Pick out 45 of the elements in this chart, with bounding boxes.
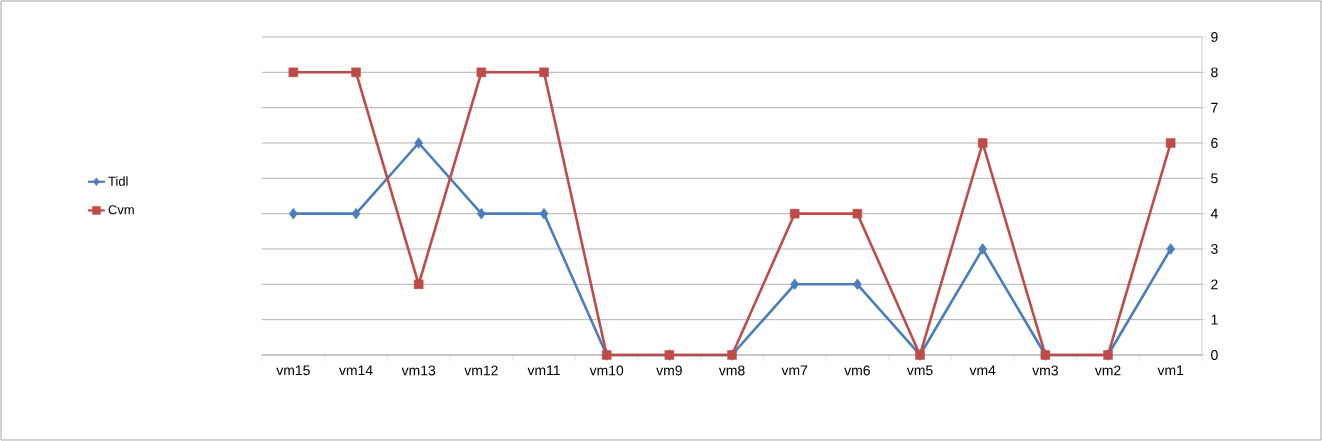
point — [1165, 138, 1176, 148]
y-tick-label: 2 — [1211, 279, 1218, 290]
y-tick-label: 9 — [1211, 32, 1218, 42]
x-tick-label: vm12 — [464, 365, 498, 376]
y-tick-label: 6 — [1211, 138, 1218, 148]
x-tick-label: vm1 — [1157, 365, 1184, 376]
point — [789, 208, 800, 219]
x-tick-label: vm14 — [339, 365, 373, 376]
y-tick-label: 8 — [1211, 67, 1218, 78]
x-tick-label: vm11 — [527, 365, 560, 376]
point — [852, 208, 863, 219]
x-tick-label: vm10 — [589, 365, 624, 376]
x-tick-label: vm13 — [401, 365, 436, 376]
point — [288, 207, 298, 220]
point — [539, 207, 549, 220]
point — [476, 67, 487, 78]
point — [476, 207, 486, 220]
point — [790, 278, 800, 291]
x-tick-label: vm6 — [844, 365, 870, 376]
y-tick-label: 1 — [1211, 314, 1218, 325]
y-tick-label: 4 — [1210, 208, 1218, 219]
y-tick-label: 3 — [1211, 244, 1218, 254]
y-tick-label: 7 — [1211, 102, 1218, 113]
point — [351, 67, 361, 78]
x-tick-label: vm4 — [969, 365, 996, 376]
y-tick-label: 0 — [1211, 350, 1218, 360]
point — [977, 138, 988, 148]
y-tick-label: 5 — [1211, 173, 1218, 184]
x-tick-label: vm8 — [718, 365, 745, 376]
x-tick-label: vm5 — [906, 365, 933, 376]
point — [288, 67, 299, 78]
point — [1166, 243, 1176, 255]
point — [413, 279, 424, 290]
x-tick-label: vm9 — [656, 365, 682, 376]
point — [351, 207, 361, 220]
point — [978, 243, 988, 255]
x-tick-label: vm7 — [781, 365, 808, 376]
x-tick-label: vm3 — [1032, 365, 1058, 376]
x-tick-label: vm2 — [1094, 365, 1121, 376]
legend-label: Cvm — [108, 205, 134, 215]
point — [414, 137, 424, 149]
point — [852, 278, 862, 291]
x-tick-label: vm15 — [276, 365, 310, 376]
legend-label: Tidl — [108, 176, 128, 186]
point — [539, 67, 549, 78]
